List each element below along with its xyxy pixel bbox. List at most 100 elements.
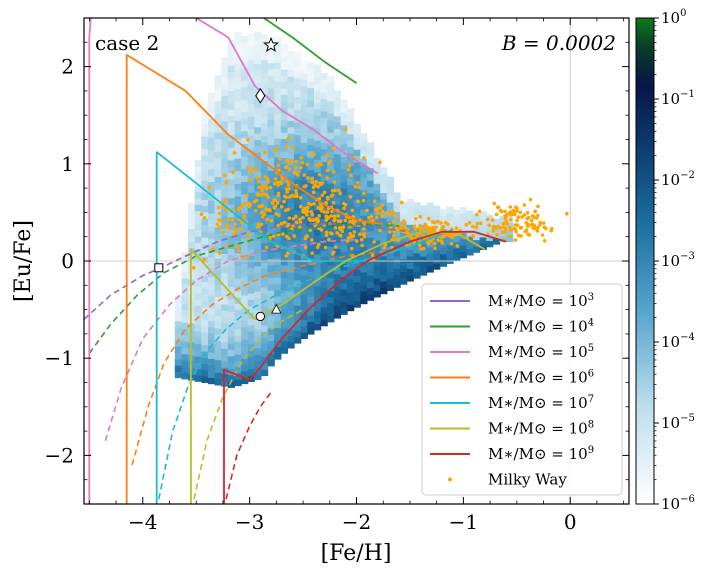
heatmap-cell <box>214 100 222 108</box>
heatmap-cell <box>221 89 229 96</box>
heatmap-cell <box>261 217 269 225</box>
heatmap-cell <box>280 113 288 120</box>
heatmap-cell <box>294 210 302 218</box>
milky-way-point <box>255 175 259 180</box>
heatmap-cell <box>280 207 288 215</box>
heatmap-cell <box>347 133 355 141</box>
heatmap-cell <box>247 97 255 105</box>
heatmap-cell <box>221 95 229 103</box>
heatmap-cell <box>320 249 328 257</box>
heatmap-cell <box>208 358 216 366</box>
y-tick-label: 1 <box>61 152 74 176</box>
x-tick-label: −3 <box>235 510 264 534</box>
heatmap-cell <box>413 259 421 266</box>
heatmap-cell <box>267 106 275 114</box>
milky-way-point <box>522 203 527 207</box>
heatmap-cell <box>333 134 341 142</box>
heatmap-cell <box>314 146 322 154</box>
heatmap-cell <box>208 130 216 138</box>
milky-way-point <box>262 212 267 216</box>
heatmap-cell <box>294 204 302 211</box>
heatmap-cell <box>247 141 255 149</box>
heatmap-cell <box>433 212 441 220</box>
heatmap-cell <box>386 252 394 260</box>
heatmap-cell <box>287 215 295 223</box>
milky-way-point <box>317 196 322 201</box>
heatmap-cell <box>439 247 448 255</box>
milky-way-point <box>240 220 244 225</box>
heatmap-cell <box>400 265 408 273</box>
heatmap-cell <box>201 344 209 352</box>
heatmap-cell <box>446 238 454 245</box>
heatmap-cell <box>201 123 209 131</box>
milky-way-point <box>264 245 269 250</box>
heatmap-cell <box>333 210 341 218</box>
heatmap-cell <box>294 197 302 205</box>
heatmap-cell <box>247 318 255 326</box>
milky-way-point <box>266 180 271 184</box>
heatmap-cell <box>201 174 209 181</box>
heatmap-cell <box>261 274 269 282</box>
heatmap-cell <box>333 128 341 136</box>
milky-way-point <box>274 147 278 151</box>
heatmap-cell <box>221 76 229 84</box>
milky-way-point <box>503 209 507 214</box>
heatmap-cell <box>353 212 361 220</box>
heatmap-cell <box>254 158 262 166</box>
milky-way-point <box>199 212 204 217</box>
milky-way-point <box>325 176 329 180</box>
heatmap-cell <box>241 314 249 321</box>
heatmap-cell <box>287 291 295 298</box>
heatmap-cell <box>327 176 335 184</box>
heatmap-cell <box>214 347 222 354</box>
heatmap-cell <box>333 172 341 180</box>
heatmap-cell <box>320 136 328 144</box>
heatmap-cell <box>261 84 269 92</box>
heatmap-cell <box>261 53 269 61</box>
heatmap-cell <box>300 111 308 118</box>
heatmap-cell <box>254 82 262 90</box>
heatmap-cell <box>227 109 235 117</box>
heatmap-cell <box>294 223 302 230</box>
heatmap-cell <box>360 145 368 153</box>
heatmap-cell <box>214 119 222 127</box>
heatmap-cell <box>386 258 394 266</box>
heatmap-cell <box>274 213 282 221</box>
heatmap-cell <box>267 214 275 222</box>
heatmap-cell <box>181 328 189 336</box>
heatmap-cell <box>360 278 368 286</box>
milky-way-point <box>433 246 437 250</box>
heatmap-cell <box>280 283 288 291</box>
heatmap-cell <box>314 254 322 261</box>
heatmap-cell <box>314 77 322 84</box>
heatmap-cell <box>367 243 375 251</box>
heatmap-cell <box>347 228 355 236</box>
heatmap-cell <box>181 366 189 374</box>
heatmap-cell <box>261 185 269 193</box>
milky-way-point <box>502 225 507 230</box>
heatmap-cell <box>234 145 242 153</box>
heatmap-cell <box>208 269 216 277</box>
heatmap-cell <box>420 262 428 270</box>
heatmap-cell <box>194 343 202 351</box>
milky-way-point <box>526 232 530 236</box>
heatmap-cell <box>353 149 361 157</box>
heatmap-cell <box>214 132 222 140</box>
heatmap-cell <box>267 49 275 57</box>
milky-way-point <box>247 204 252 209</box>
heatmap-cell <box>287 253 295 261</box>
heatmap-cell <box>254 69 262 77</box>
heatmap-cell <box>327 107 335 114</box>
heatmap-cell <box>393 217 401 225</box>
heatmap-cell <box>294 292 302 300</box>
heatmap-cell <box>267 271 275 278</box>
heatmap-cell <box>307 81 315 89</box>
heatmap-cell <box>241 295 249 302</box>
heatmap-cell <box>234 309 242 317</box>
milky-way-point <box>299 204 303 209</box>
heatmap-cell <box>221 57 229 65</box>
heatmap-cell <box>333 147 341 155</box>
heatmap-cell <box>261 261 269 269</box>
milky-way-point <box>281 232 285 236</box>
heatmap-cell <box>254 253 262 260</box>
